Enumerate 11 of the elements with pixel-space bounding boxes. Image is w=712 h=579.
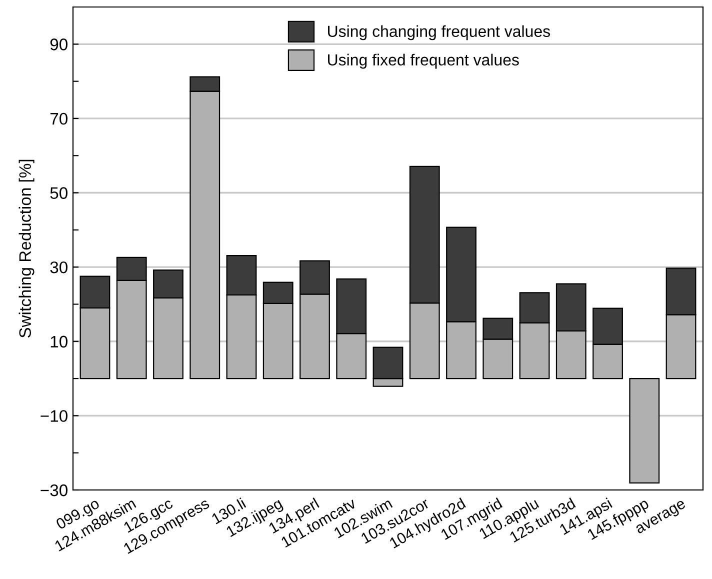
legend-label: Using changing frequent values: [328, 25, 550, 40]
legend-label: Using fixed frequent values: [328, 54, 519, 69]
bar: [629, 378, 660, 484]
y-tick-label: −30: [40, 484, 68, 496]
y-tick-label: 30: [50, 261, 68, 274]
y-tick-label: 50: [50, 187, 68, 199]
y-tick-label: 10: [50, 336, 68, 348]
y-tick-label: 70: [50, 112, 68, 125]
y-tick-label: −10: [40, 410, 68, 422]
y-axis-title: Switching Reduction [%]: [18, 160, 34, 338]
y-tick-label: 90: [50, 38, 68, 50]
